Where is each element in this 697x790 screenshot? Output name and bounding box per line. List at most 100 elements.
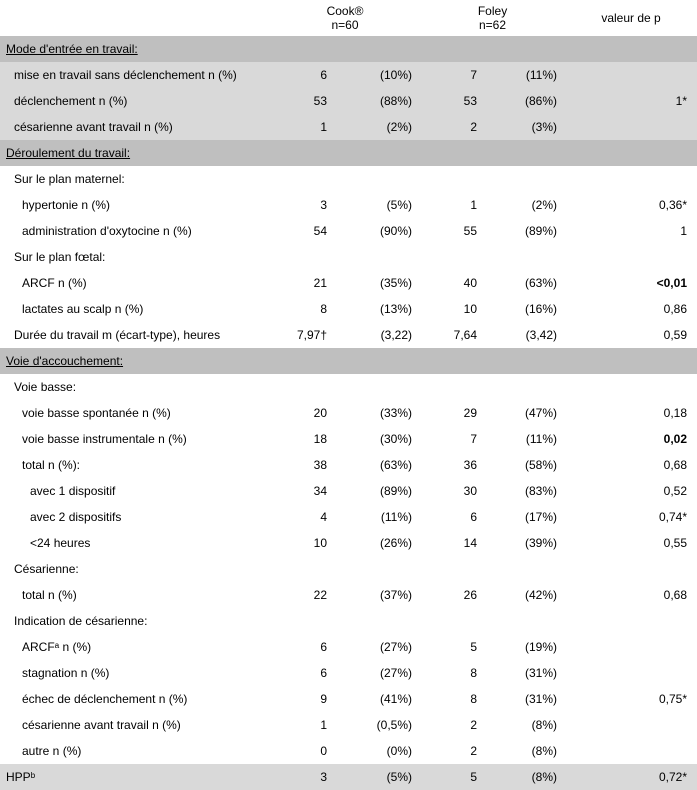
foley-pct: (8%) xyxy=(485,712,565,738)
cook-pct: (26%) xyxy=(335,530,420,556)
foley-pct: (19%) xyxy=(485,634,565,660)
table-row: mise en travail sans déclenchement n (%)… xyxy=(0,62,697,88)
foley-value: 7 xyxy=(420,426,485,452)
foley-value: 8 xyxy=(420,660,485,686)
row-label: avec 2 dispositifs xyxy=(0,504,270,530)
cook-value: 6 xyxy=(270,634,335,660)
foley-value: 29 xyxy=(420,400,485,426)
p-value: 1 xyxy=(565,218,697,244)
cook-pct: (33%) xyxy=(335,400,420,426)
p-value: 0,68 xyxy=(565,582,697,608)
p-value: 0,36* xyxy=(565,192,697,218)
table-row: ARCF n (%)21(35%)40(63%)<0,01 xyxy=(0,270,697,296)
cook-value: 38 xyxy=(270,452,335,478)
cook-pct: (13%) xyxy=(335,296,420,322)
cook-value: 34 xyxy=(270,478,335,504)
table-row: Sur le plan maternel: xyxy=(0,166,697,192)
cook-value: 1 xyxy=(270,114,335,140)
row-label: voie basse instrumentale n (%) xyxy=(0,426,270,452)
p-value xyxy=(565,634,697,660)
row-label: césarienne avant travail n (%) xyxy=(0,114,270,140)
cook-pct: (63%) xyxy=(335,452,420,478)
results-table: Cook® n=60 Foley n=62 valeur de p Mode d… xyxy=(0,0,697,790)
foley-value: 5 xyxy=(420,764,485,790)
table-row: césarienne avant travail n (%)1(2%)2(3%) xyxy=(0,114,697,140)
p-value xyxy=(565,712,697,738)
cook-pct: (3,22) xyxy=(335,322,420,348)
table-row: total n (%):38(63%)36(58%)0,68 xyxy=(0,452,697,478)
cook-value: 1 xyxy=(270,712,335,738)
row-label: stagnation n (%) xyxy=(0,660,270,686)
cook-pct: (30%) xyxy=(335,426,420,452)
table-row: échec de déclenchement n (%)9(41%)8(31%)… xyxy=(0,686,697,712)
table-row: Indication de césarienne: xyxy=(0,608,697,634)
foley-value: 40 xyxy=(420,270,485,296)
header-foley-name: Foley xyxy=(478,4,507,18)
row-label: hypertonie n (%) xyxy=(0,192,270,218)
cook-pct: (35%) xyxy=(335,270,420,296)
table-row: Mode d'entrée en travail: xyxy=(0,36,697,62)
table-header: Cook® n=60 Foley n=62 valeur de p xyxy=(0,0,697,36)
p-value: 0,55 xyxy=(565,530,697,556)
foley-pct: (8%) xyxy=(485,764,565,790)
cook-pct: (0%) xyxy=(335,738,420,764)
foley-pct: (11%) xyxy=(485,426,565,452)
cook-pct: (2%) xyxy=(335,114,420,140)
foley-pct: (11%) xyxy=(485,62,565,88)
p-value xyxy=(565,738,697,764)
cook-value: 3 xyxy=(270,764,335,790)
foley-pct: (42%) xyxy=(485,582,565,608)
header-cook-name: Cook® xyxy=(327,4,364,18)
cook-value: 53 xyxy=(270,88,335,114)
table-row: Durée du travail m (écart-type), heures7… xyxy=(0,322,697,348)
p-value: 0,86 xyxy=(565,296,697,322)
row-label: <24 heures xyxy=(0,530,270,556)
p-value xyxy=(565,62,697,88)
foley-value: 2 xyxy=(420,712,485,738)
cook-value: 8 xyxy=(270,296,335,322)
table-row: voie basse instrumentale n (%)18(30%)7(1… xyxy=(0,426,697,452)
cook-value: 0 xyxy=(270,738,335,764)
p-value: 0,75* xyxy=(565,686,697,712)
cook-value: 9 xyxy=(270,686,335,712)
cook-value: 6 xyxy=(270,62,335,88)
row-label: échec de déclenchement n (%) xyxy=(0,686,270,712)
table-row: Déroulement du travail: xyxy=(0,140,697,166)
row-label: ARCFᵃ n (%) xyxy=(0,634,270,660)
table-row: Césarienne: xyxy=(0,556,697,582)
cook-value: 4 xyxy=(270,504,335,530)
header-foley: Foley n=62 xyxy=(420,0,565,36)
table-row: Sur le plan fœtal: xyxy=(0,244,697,270)
cook-pct: (89%) xyxy=(335,478,420,504)
row-label: HPPᵇ xyxy=(0,764,270,790)
section-label: Voie d'accouchement: xyxy=(0,348,697,374)
cook-pct: (41%) xyxy=(335,686,420,712)
row-label: voie basse spontanée n (%) xyxy=(0,400,270,426)
cook-value: 6 xyxy=(270,660,335,686)
p-value: 0,02 xyxy=(565,426,697,452)
section-label: Déroulement du travail: xyxy=(0,140,697,166)
foley-pct: (39%) xyxy=(485,530,565,556)
table-row: Voie d'accouchement: xyxy=(0,348,697,374)
foley-value: 14 xyxy=(420,530,485,556)
foley-pct: (63%) xyxy=(485,270,565,296)
foley-value: 36 xyxy=(420,452,485,478)
p-value: 0,72* xyxy=(565,764,697,790)
row-label: lactates au scalp n (%) xyxy=(0,296,270,322)
foley-pct: (17%) xyxy=(485,504,565,530)
table-row: stagnation n (%)6(27%)8(31%) xyxy=(0,660,697,686)
foley-pct: (3,42) xyxy=(485,322,565,348)
cook-pct: (27%) xyxy=(335,660,420,686)
foley-pct: (86%) xyxy=(485,88,565,114)
row-label: Durée du travail m (écart-type), heures xyxy=(0,322,270,348)
cook-value: 7,97† xyxy=(270,322,335,348)
table-row: administration d'oxytocine n (%)54(90%)5… xyxy=(0,218,697,244)
row-label: avec 1 dispositif xyxy=(0,478,270,504)
table-row: voie basse spontanée n (%)20(33%)29(47%)… xyxy=(0,400,697,426)
row-label: total n (%) xyxy=(0,582,270,608)
table-row: avec 1 dispositif34(89%)30(83%)0,52 xyxy=(0,478,697,504)
table-row: césarienne avant travail n (%)1(0,5%)2(8… xyxy=(0,712,697,738)
p-value: 1* xyxy=(565,88,697,114)
header-cook-n: n=60 xyxy=(331,18,358,32)
table-row: total n (%)22(37%)26(42%)0,68 xyxy=(0,582,697,608)
